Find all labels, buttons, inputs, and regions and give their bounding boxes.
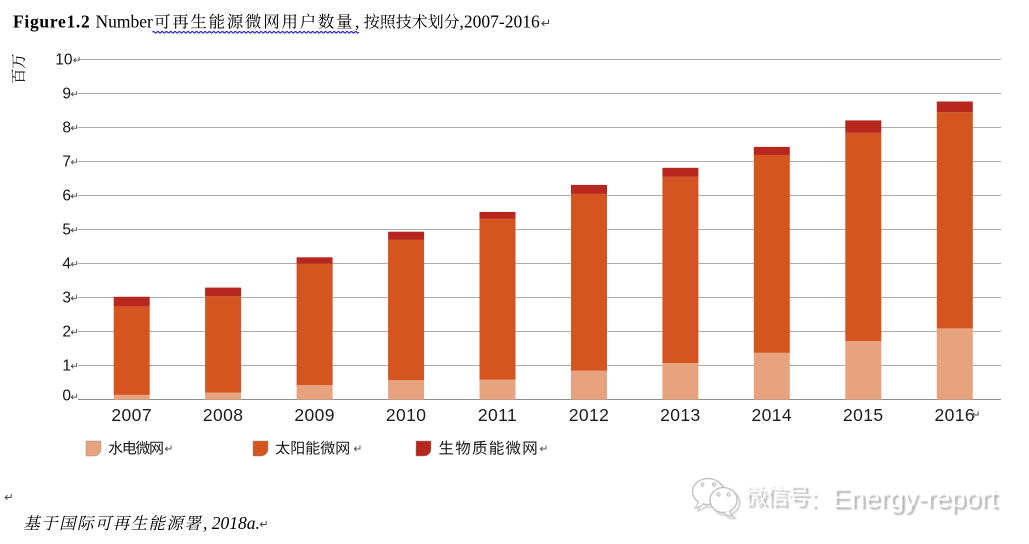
svg-text:6: 6 — [62, 188, 71, 205]
svg-text:2: 2 — [62, 324, 71, 341]
svg-text:2013: 2013 — [660, 405, 701, 425]
svg-text:,: , — [355, 12, 359, 32]
svg-text:2014: 2014 — [752, 405, 793, 425]
svg-text:2007: 2007 — [111, 405, 152, 425]
svg-text:4: 4 — [62, 256, 71, 273]
svg-text:8: 8 — [62, 120, 71, 137]
svg-text::: : — [813, 488, 820, 516]
svg-text:, 2018a.: , 2018a. — [203, 513, 260, 533]
svg-text:2008: 2008 — [203, 405, 244, 425]
svg-text:2011: 2011 — [478, 405, 517, 425]
svg-text:0: 0 — [62, 387, 71, 404]
svg-text:Energy-report: Energy-report — [832, 483, 998, 513]
svg-text:,2007-2016: ,2007-2016 — [460, 12, 540, 32]
svg-text:10: 10 — [55, 52, 73, 69]
svg-text:3: 3 — [62, 290, 71, 307]
svg-text:Figure1.2: Figure1.2 — [13, 12, 90, 32]
svg-text:2016: 2016 — [935, 405, 976, 425]
svg-text:2015: 2015 — [843, 405, 884, 425]
svg-text:2010: 2010 — [386, 405, 427, 425]
svg-text:9: 9 — [62, 86, 71, 103]
svg-text:2012: 2012 — [569, 405, 610, 425]
svg-text:Number: Number — [96, 12, 154, 32]
svg-text:2009: 2009 — [294, 405, 335, 425]
svg-text:5: 5 — [62, 222, 71, 239]
svg-text:1: 1 — [62, 358, 71, 375]
svg-text::: : — [810, 485, 817, 513]
svg-text:Energy-report: Energy-report — [835, 486, 1001, 516]
svg-text:7: 7 — [62, 154, 71, 171]
